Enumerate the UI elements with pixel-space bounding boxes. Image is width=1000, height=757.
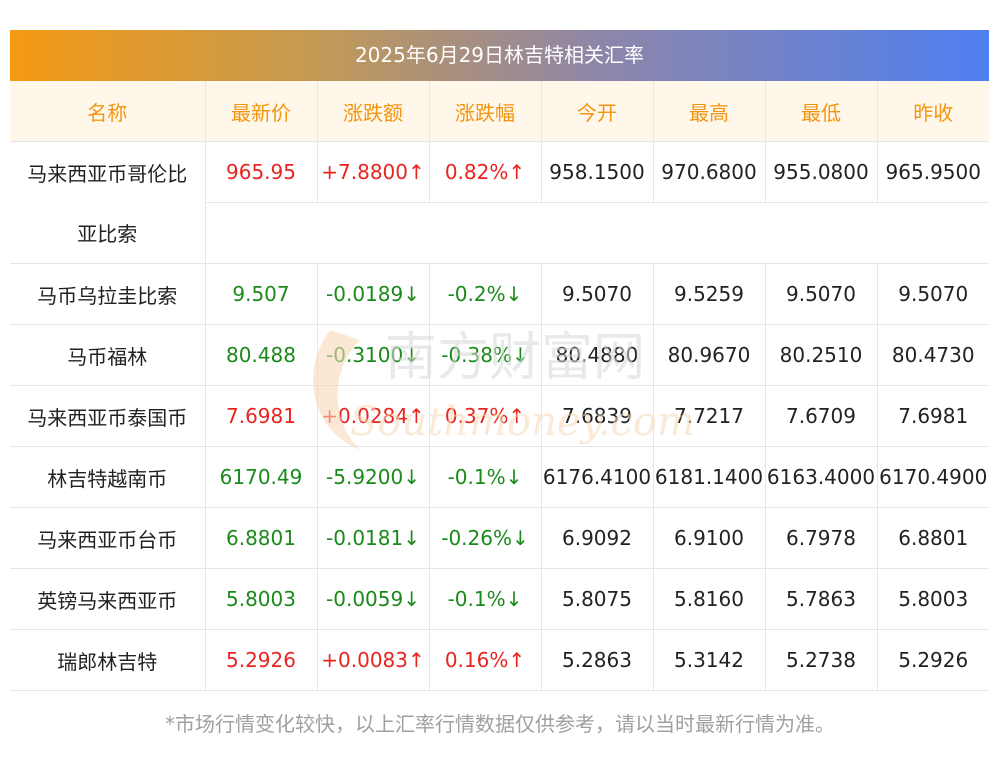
table-row: 马来西亚币哥伦比 965.95 +7.8800↑ 0.82%↑ 958.1500… [10, 141, 989, 203]
row-low: 7.6709 [765, 385, 878, 447]
row-name: 马来西亚币泰国币 [10, 385, 206, 447]
row-high: 5.3142 [653, 629, 766, 691]
row-change: -0.3100↓ [317, 324, 430, 386]
row-change: +0.0083↑ [317, 629, 430, 691]
row-name: 马币福林 [10, 324, 206, 386]
row-low: 955.0800 [765, 141, 878, 203]
row-open: 6176.4100 [541, 446, 654, 508]
header-name: 名称 [10, 81, 206, 142]
exchange-rate-table: 名称 最新价 涨跌额 涨跌幅 今开 最高 最低 昨收 马来西亚币哥伦比 965.… [10, 81, 989, 691]
row-change: -0.0189↓ [317, 263, 430, 325]
row-low: 6.7978 [765, 507, 878, 569]
row-pct: 0.37%↑ [429, 385, 542, 447]
row-name: 马币乌拉圭比索 [10, 263, 206, 325]
row-low: 5.2738 [765, 629, 878, 691]
empty-cell [205, 202, 989, 264]
table-row: 英镑马来西亚币 5.8003 -0.0059↓ -0.1%↓ 5.8075 5.… [10, 568, 989, 630]
header-high: 最高 [653, 81, 766, 142]
row-prev: 7.6981 [877, 385, 989, 447]
row-low: 80.2510 [765, 324, 878, 386]
rate-table-container: 2025年6月29日林吉特相关汇率 名称 最新价 涨跌额 涨跌幅 今开 最高 最… [10, 30, 989, 691]
row-pct: -0.1%↓ [429, 446, 542, 508]
table-row: 马来西亚币泰国币 7.6981 +0.0284↑ 0.37%↑ 7.6839 7… [10, 385, 989, 447]
row-low: 6163.4000 [765, 446, 878, 508]
row-latest: 6.8801 [205, 507, 318, 569]
row-change: -0.0181↓ [317, 507, 430, 569]
row-prev: 80.4730 [877, 324, 989, 386]
row-change: +0.0284↑ [317, 385, 430, 447]
row-open: 958.1500 [541, 141, 654, 203]
header-low: 最低 [765, 81, 878, 142]
row-prev: 965.9500 [877, 141, 989, 203]
row-high: 7.7217 [653, 385, 766, 447]
table-row: 林吉特越南币 6170.49 -5.9200↓ -0.1%↓ 6176.4100… [10, 446, 989, 508]
row-low: 9.5070 [765, 263, 878, 325]
disclaimer-footnote: *市场行情变化较快，以上汇率行情数据仅供参考，请以当时最新行情为准。 [165, 712, 835, 736]
row-open: 80.4880 [541, 324, 654, 386]
header-pct: 涨跌幅 [429, 81, 542, 142]
row-prev: 6.8801 [877, 507, 989, 569]
row-pct: -0.2%↓ [429, 263, 542, 325]
table-row-continuation: 亚比索 [10, 202, 989, 264]
row-open: 9.5070 [541, 263, 654, 325]
row-prev: 5.2926 [877, 629, 989, 691]
row-pct: 0.16%↑ [429, 629, 542, 691]
row-pct: -0.38%↓ [429, 324, 542, 386]
row-name: 马来西亚币哥伦比 [10, 141, 206, 203]
row-latest: 5.2926 [205, 629, 318, 691]
row-pct: -0.26%↓ [429, 507, 542, 569]
row-change: -5.9200↓ [317, 446, 430, 508]
table-row: 瑞郎林吉特 5.2926 +0.0083↑ 0.16%↑ 5.2863 5.31… [10, 629, 989, 691]
table-row: 马来西亚币台币 6.8801 -0.0181↓ -0.26%↓ 6.9092 6… [10, 507, 989, 569]
row-change: +7.8800↑ [317, 141, 430, 203]
table-header-row: 名称 最新价 涨跌额 涨跌幅 今开 最高 最低 昨收 [10, 81, 989, 142]
table-title: 2025年6月29日林吉特相关汇率 [10, 30, 989, 81]
header-open: 今开 [541, 81, 654, 142]
row-high: 6181.1400 [653, 446, 766, 508]
header-change: 涨跌额 [317, 81, 430, 142]
table-row: 马币乌拉圭比索 9.507 -0.0189↓ -0.2%↓ 9.5070 9.5… [10, 263, 989, 325]
row-name-continued: 亚比索 [10, 202, 206, 264]
table-row: 马币福林 80.488 -0.3100↓ -0.38%↓ 80.4880 80.… [10, 324, 989, 386]
row-prev: 5.8003 [877, 568, 989, 630]
row-open: 6.9092 [541, 507, 654, 569]
row-latest: 9.507 [205, 263, 318, 325]
row-name: 瑞郎林吉特 [10, 629, 206, 691]
row-latest: 6170.49 [205, 446, 318, 508]
row-pct: -0.1%↓ [429, 568, 542, 630]
header-latest: 最新价 [205, 81, 318, 142]
row-pct: 0.82%↑ [429, 141, 542, 203]
row-name: 林吉特越南币 [10, 446, 206, 508]
row-high: 80.9670 [653, 324, 766, 386]
row-latest: 5.8003 [205, 568, 318, 630]
row-high: 6.9100 [653, 507, 766, 569]
header-prev: 昨收 [877, 81, 989, 142]
row-open: 5.2863 [541, 629, 654, 691]
row-latest: 80.488 [205, 324, 318, 386]
row-change: -0.0059↓ [317, 568, 430, 630]
row-name: 马来西亚币台币 [10, 507, 206, 569]
row-prev: 6170.4900 [877, 446, 989, 508]
row-high: 970.6800 [653, 141, 766, 203]
row-latest: 7.6981 [205, 385, 318, 447]
row-low: 5.7863 [765, 568, 878, 630]
row-high: 9.5259 [653, 263, 766, 325]
row-prev: 9.5070 [877, 263, 989, 325]
row-latest: 965.95 [205, 141, 318, 203]
row-name: 英镑马来西亚币 [10, 568, 206, 630]
row-open: 7.6839 [541, 385, 654, 447]
row-high: 5.8160 [653, 568, 766, 630]
row-open: 5.8075 [541, 568, 654, 630]
